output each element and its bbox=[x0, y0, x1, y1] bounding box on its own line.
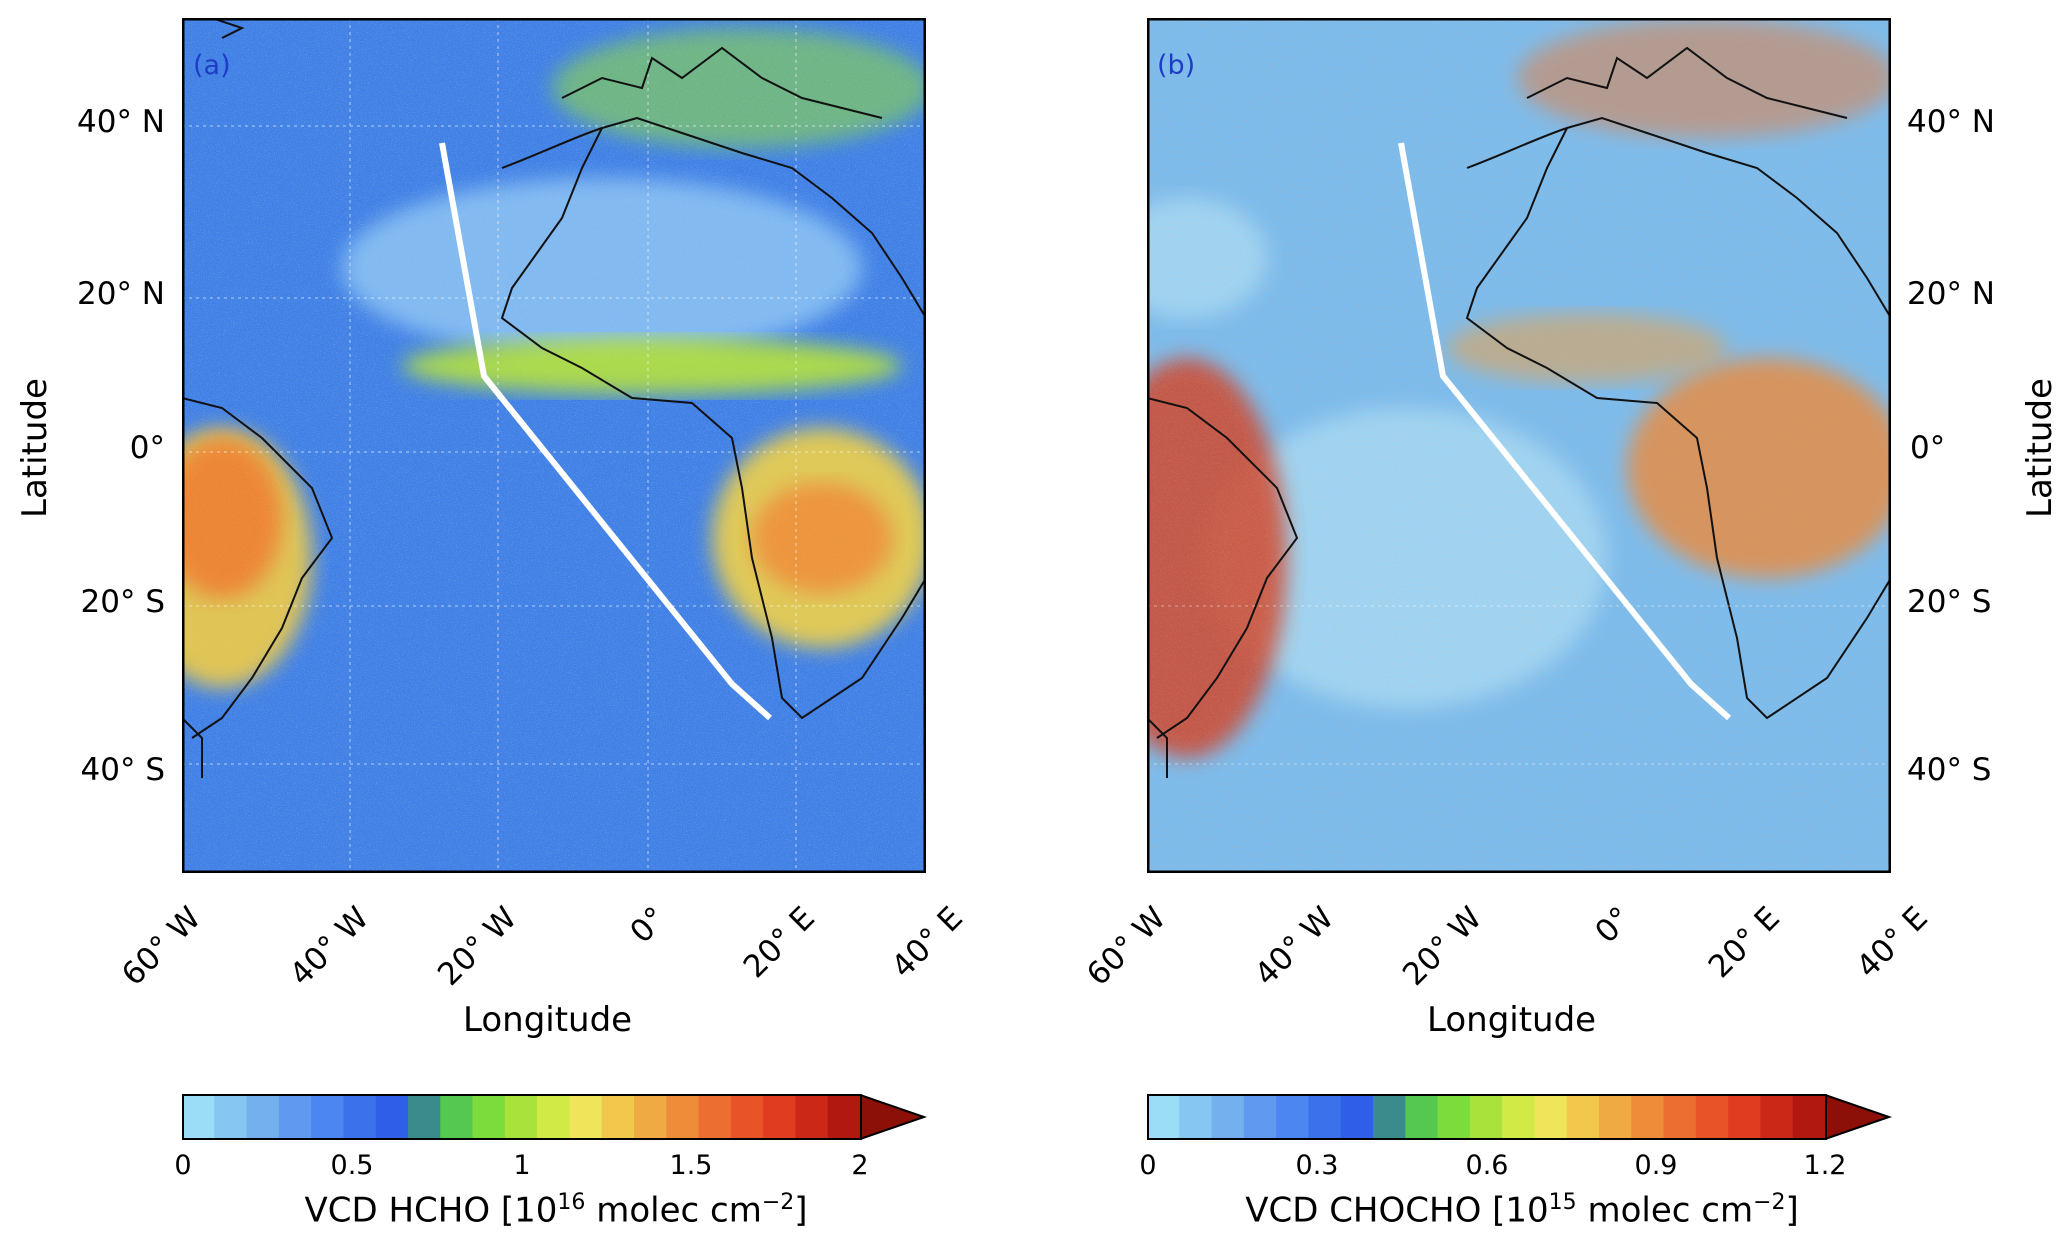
colorbar-swatch bbox=[537, 1094, 571, 1140]
lon-tick: 20° W bbox=[430, 900, 524, 993]
colorbar-swatch bbox=[569, 1094, 603, 1140]
lon-tick: 20° W bbox=[1395, 900, 1489, 993]
colorbar-swatch bbox=[440, 1094, 474, 1140]
colorbar-swatch bbox=[375, 1094, 409, 1140]
lon-tick: 40° E bbox=[1849, 900, 1935, 986]
colorbar-swatch bbox=[1147, 1094, 1180, 1140]
colorbar-swatch bbox=[182, 1094, 215, 1140]
colorbar-swatch bbox=[1340, 1094, 1374, 1140]
colorbar-swatch bbox=[1566, 1094, 1600, 1140]
colorbar-swatch bbox=[730, 1094, 764, 1140]
cbar-tick: 0 bbox=[174, 1150, 192, 1181]
panel-letter-b: (b) bbox=[1157, 50, 1196, 81]
colorbar-swatch bbox=[1760, 1094, 1794, 1140]
colorbar-swatch bbox=[278, 1094, 312, 1140]
colorbar-hcho bbox=[182, 1094, 928, 1140]
lat-tick: 20° S bbox=[1907, 584, 1992, 620]
colorbar-swatch bbox=[472, 1094, 506, 1140]
y-axis-title-a: Latitude bbox=[15, 378, 55, 518]
lat-tick: 40° N bbox=[77, 104, 165, 140]
colorbar-swatch bbox=[601, 1094, 635, 1140]
colorbar-chocho bbox=[1147, 1094, 1893, 1140]
colorbar-swatch bbox=[1243, 1094, 1277, 1140]
lon-tick: 0° bbox=[623, 900, 674, 951]
lon-tick: 40° W bbox=[282, 900, 376, 993]
colorbar-swatch bbox=[504, 1094, 538, 1140]
lon-tick: 60° W bbox=[1079, 900, 1173, 993]
x-axis-title-b: Longitude bbox=[1427, 1000, 1597, 1040]
lon-tick: 0° bbox=[1588, 900, 1639, 951]
colorbar-swatch bbox=[1695, 1094, 1729, 1140]
colorbar-swatch bbox=[1599, 1094, 1632, 1140]
cbar-tick: 1.5 bbox=[669, 1150, 713, 1181]
cbar-tick: 0.9 bbox=[1634, 1150, 1678, 1181]
colorbar-swatch bbox=[1792, 1094, 1826, 1140]
lat-tick: 40° N bbox=[1907, 104, 1995, 140]
colorbar-swatch bbox=[1179, 1094, 1213, 1140]
cbar-tick: 1.2 bbox=[1803, 1150, 1847, 1181]
colorbar-swatch bbox=[1534, 1094, 1568, 1140]
colorbar-swatch bbox=[1502, 1094, 1536, 1140]
colorbar-swatch bbox=[1663, 1094, 1697, 1140]
cbar-tick: 1 bbox=[513, 1150, 531, 1181]
colorbar-swatch bbox=[763, 1094, 797, 1140]
colorbar-swatch bbox=[1405, 1094, 1439, 1140]
map-hcho bbox=[182, 18, 926, 873]
lon-tick: 60° W bbox=[114, 900, 208, 993]
colorbar-swatch bbox=[634, 1094, 667, 1140]
cbar-tick: 0.3 bbox=[1295, 1150, 1339, 1181]
colorbar-swatch bbox=[1373, 1094, 1406, 1140]
cbar-tick: 0 bbox=[1139, 1150, 1157, 1181]
lon-tick: 20° E bbox=[1701, 900, 1787, 986]
colorbar-swatch bbox=[1631, 1094, 1665, 1140]
colorbar-swatch bbox=[343, 1094, 377, 1140]
lat-tick: 0° bbox=[1910, 430, 1946, 466]
colorbar-swatch bbox=[827, 1094, 861, 1140]
cbar-tick: 2 bbox=[851, 1150, 869, 1181]
lat-tick: 0° bbox=[129, 430, 165, 466]
colorbar-swatch bbox=[1276, 1094, 1310, 1140]
colorbar-title-b: VCD CHOCHO [1015 molec cm−2] bbox=[1245, 1190, 1799, 1231]
colorbar-swatch bbox=[1437, 1094, 1471, 1140]
map-chocho bbox=[1147, 18, 1891, 873]
flight-track-b bbox=[1398, 142, 1732, 721]
colorbar-swatch bbox=[214, 1094, 248, 1140]
colorbar-swatch bbox=[666, 1094, 700, 1140]
colorbar-title-a: VCD HCHO [1016 molec cm−2] bbox=[304, 1190, 808, 1231]
colorbar-swatch bbox=[246, 1094, 280, 1140]
lon-tick: 40° W bbox=[1247, 900, 1341, 993]
colorbar-swatch bbox=[1211, 1094, 1245, 1140]
panel-letter-a: (a) bbox=[193, 50, 231, 81]
lat-tick: 40° S bbox=[80, 752, 165, 788]
colorbar-swatch bbox=[795, 1094, 829, 1140]
lon-tick: 40° E bbox=[884, 900, 970, 986]
colorbar-swatch bbox=[698, 1094, 732, 1140]
colorbar-swatch bbox=[311, 1094, 345, 1140]
lon-tick: 20° E bbox=[736, 900, 822, 986]
lat-tick: 20° N bbox=[77, 276, 165, 312]
x-axis-title-a: Longitude bbox=[463, 1000, 633, 1040]
colorbar-swatch bbox=[1308, 1094, 1342, 1140]
colorbar-swatch bbox=[408, 1094, 441, 1140]
colorbar-swatch bbox=[1469, 1094, 1503, 1140]
lat-tick: 20° N bbox=[1907, 276, 1995, 312]
y-axis-title-b: Latitude bbox=[2020, 378, 2060, 518]
flight-track-a bbox=[439, 142, 773, 721]
cbar-tick: 0.5 bbox=[330, 1150, 374, 1181]
lat-tick: 40° S bbox=[1907, 752, 1992, 788]
cbar-tick: 0.6 bbox=[1465, 1150, 1509, 1181]
colorbar-swatch bbox=[1728, 1094, 1762, 1140]
lat-tick: 20° S bbox=[80, 584, 165, 620]
